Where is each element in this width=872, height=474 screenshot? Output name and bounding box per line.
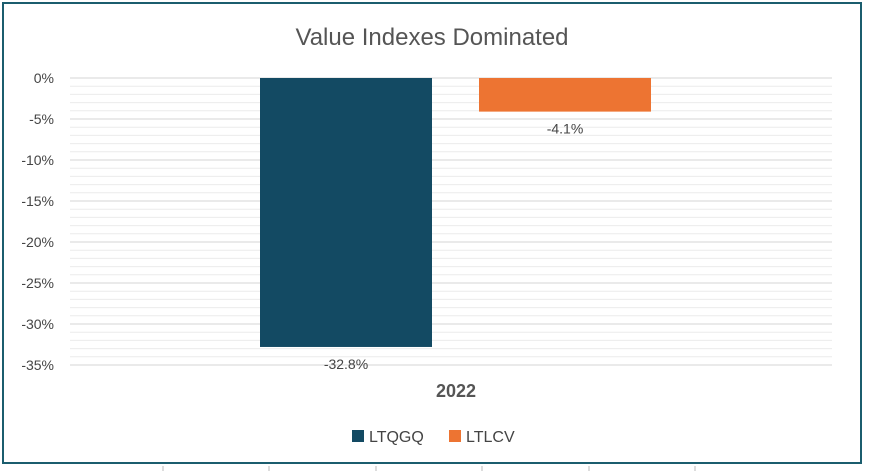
bar-ltlcv [479,78,651,112]
y-tick-label: -5% [29,111,54,127]
y-tick-label: -35% [21,357,54,373]
data-label: -4.1% [547,121,584,137]
y-axis: 0% -5% -10% -15% -20% -25% -30% -35% [21,70,54,373]
y-tick-label: -20% [21,234,54,250]
data-label: -32.8% [324,356,368,372]
y-tick-label: 0% [34,70,54,86]
legend-swatch [352,430,364,442]
legend-label: LTQGQ [369,429,424,446]
legend-label: LTLCV [466,429,515,446]
gridlines [70,77,832,366]
legend: LTQGQ LTLCV [352,429,515,446]
x-category-label: 2022 [436,381,476,401]
y-tick-label: -15% [21,193,54,209]
y-tick-label: -30% [21,316,54,332]
bottom-tick-marks [162,466,696,471]
chart-title: Value Indexes Dominated [295,24,568,51]
y-tick-label: -25% [21,275,54,291]
bars [260,78,651,347]
data-labels: -32.8% -4.1% [324,121,583,372]
legend-swatch [449,430,461,442]
y-tick-label: -10% [21,152,54,168]
bar-ltqgq [260,78,432,347]
